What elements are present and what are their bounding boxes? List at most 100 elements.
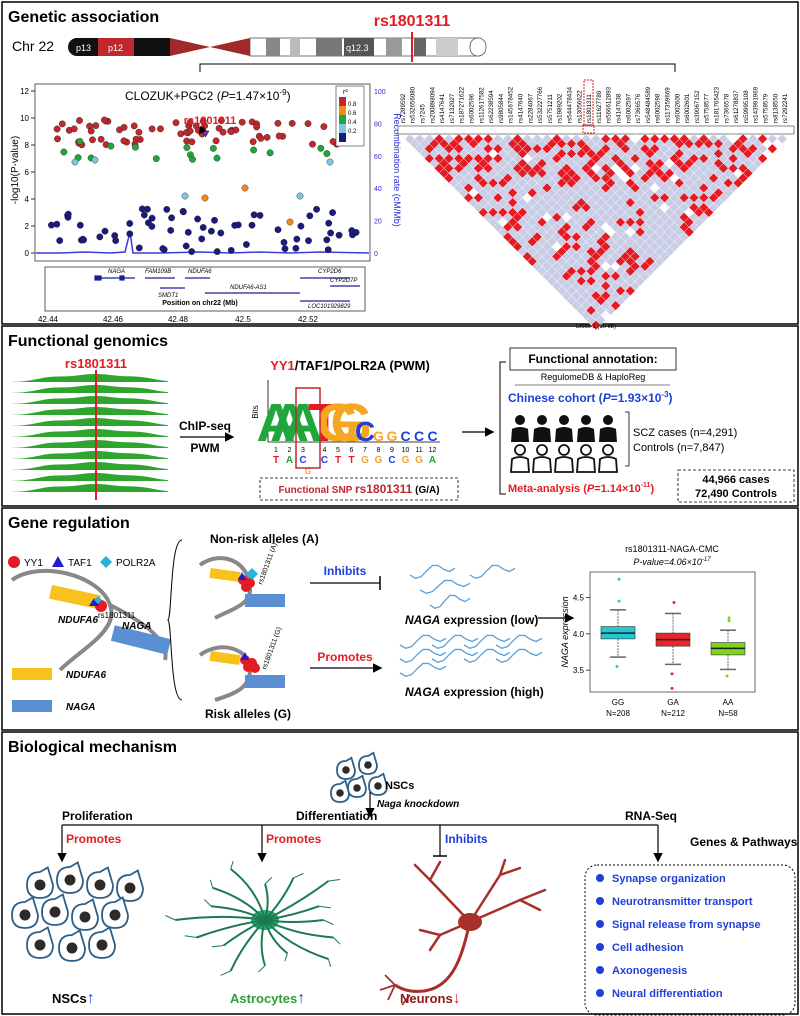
pathway-item: Cell adhesion: [612, 942, 684, 954]
legend-gene2: NAGA: [66, 702, 95, 713]
snp-point: [186, 127, 194, 135]
chipseq-label: ChIP-seq: [179, 419, 231, 433]
snp-point: [327, 229, 334, 237]
genes-pathways-label: Genes & Pathways: [690, 835, 798, 849]
snp-point: [266, 149, 274, 157]
logo-letter: G: [330, 393, 372, 453]
lz-ytick: 6: [25, 168, 30, 177]
regulation-legend: YY1 TAF1 POLR2A: [8, 556, 156, 569]
control-person-icon: [598, 456, 618, 473]
panel-border-mechanism: [1, 731, 799, 1015]
legend-title: r²: [343, 89, 348, 96]
rna-strand: [431, 648, 479, 664]
controls: Controls (n=7,847): [633, 442, 724, 454]
rna-strand: [399, 648, 447, 664]
lz-ytick: 12: [20, 87, 29, 96]
snp-point: [323, 236, 331, 244]
meta-controls: 72,490 Controls: [695, 488, 777, 500]
snp-point: [253, 123, 261, 131]
ld-snp-name: rs7366576: [635, 93, 642, 123]
proliferation-label: Proliferation: [62, 809, 133, 823]
snp-point: [53, 125, 61, 133]
snp-point: [280, 238, 288, 246]
nscs-top-label: NSCs: [385, 780, 414, 792]
seq-letter: C: [388, 455, 395, 466]
lz-title: CLOZUK+PGC2 (P=1.47×10-9): [125, 88, 291, 103]
snp-point: [58, 120, 66, 128]
legend-06: 0.6: [348, 111, 357, 117]
chromosome-ideogram: Chr 22 p13 p12 q12.3 rs1801311: [12, 13, 676, 72]
ld-snp-name: rs5751211: [547, 94, 554, 123]
snp-point: [305, 237, 312, 245]
legend-polr2a: POLR2A: [116, 558, 156, 569]
snp-point: [120, 137, 128, 145]
astro-process: [264, 919, 324, 923]
snp-point: [329, 138, 337, 145]
naga-boxplot: rs1801311-NAGA-CMC P-value=4.06×10-17 NA…: [560, 544, 756, 718]
logo-letter: C: [355, 416, 375, 447]
snp-point: [92, 122, 100, 130]
dendrite: [468, 898, 522, 924]
logo-position: 3: [301, 447, 305, 454]
snp-point: [293, 235, 301, 243]
promotes-label: Promotes: [317, 650, 373, 664]
snp-point: [172, 119, 180, 127]
ld-snp-name: rs143991969: [753, 86, 760, 123]
lz-ytick: 4: [25, 195, 30, 204]
astro-process: [264, 877, 295, 921]
box-outlier: [617, 577, 621, 581]
lz-ylabel: -log10(P-value): [10, 136, 21, 204]
gene-cyp2d6: CYP2D6: [318, 269, 342, 275]
snp-point: [320, 123, 328, 131]
snp-point: [97, 135, 105, 143]
chip-track: [12, 406, 168, 415]
snp-point: [157, 125, 164, 133]
centromere-left: [170, 38, 210, 56]
annotation-block: Functional annotation: RegulomeDB & Hapl…: [508, 347, 795, 503]
reg-snp-label: rs1801311: [98, 611, 136, 620]
centromere-right: [210, 38, 250, 56]
gene2-label: NAGA: [122, 621, 151, 632]
ld-snp-name: rs548484589: [645, 86, 652, 123]
legend-02: 0.2: [348, 129, 357, 135]
box-category: GG: [612, 698, 624, 707]
gene-track: [44, 266, 366, 312]
gene-smdt1: SMDT1: [158, 293, 178, 299]
box-ytick: 4.0: [573, 630, 585, 639]
panel-border-genetic: [1, 1, 799, 325]
astro-process: [196, 919, 266, 939]
band-label-p12: p12: [108, 43, 123, 53]
snp-point: [309, 140, 316, 148]
ld-snp-name: rs59995108: [743, 90, 750, 123]
snp-point: [248, 221, 256, 229]
snp-point: [188, 138, 196, 146]
lz-y2tick: 60: [374, 154, 382, 161]
snp-point: [48, 221, 55, 229]
band-label-q12-3: q12.3: [346, 43, 369, 53]
snp-point: [184, 228, 192, 236]
rna-strand: [419, 579, 471, 594]
lz-xtick: 42.48: [168, 315, 189, 324]
box-ytick: 3.5: [573, 666, 585, 675]
snp-point: [201, 194, 209, 202]
logo-letter: C: [427, 428, 437, 444]
box-outlier: [670, 672, 674, 676]
ld-snp-name: rs9805844: [498, 93, 505, 123]
pwm-label: PWM: [190, 441, 219, 455]
snp-point: [250, 211, 258, 219]
pathway-bullet: [596, 943, 604, 951]
astro-process: [222, 919, 266, 947]
seq-letter: C: [321, 455, 328, 466]
snp-point: [213, 154, 221, 162]
snp-point: [313, 205, 320, 213]
astro-process: [264, 919, 334, 939]
snp-point: [213, 248, 221, 256]
snp-point: [54, 135, 61, 143]
snp-point: [234, 221, 242, 229]
snp-point: [274, 226, 282, 234]
dendrite: [428, 860, 442, 882]
ld-snp-name: rs145678452: [508, 86, 515, 123]
ld-snp-name: rs200898094: [429, 86, 436, 123]
case-person-icon: [511, 427, 529, 442]
snp-point: [257, 134, 265, 142]
